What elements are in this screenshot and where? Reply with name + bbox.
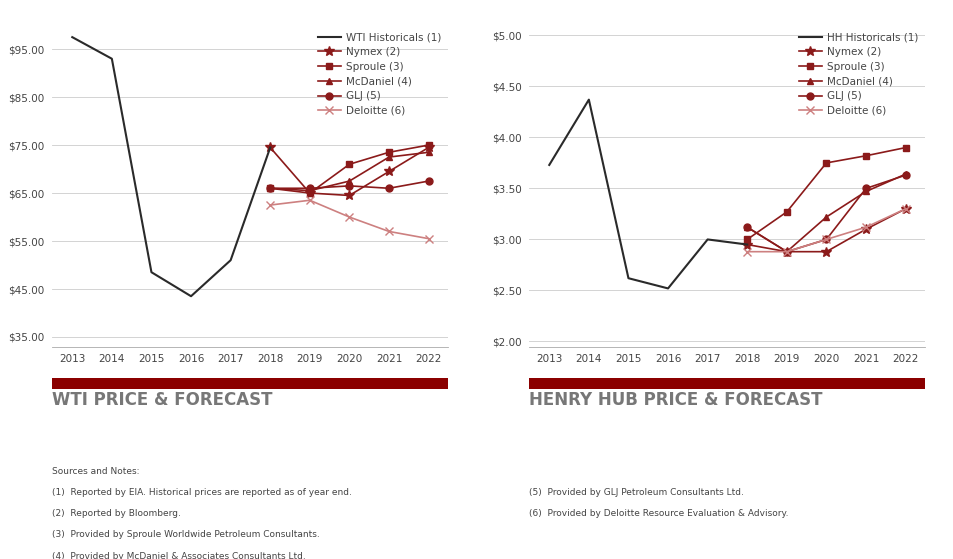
Text: HENRY HUB PRICE & FORECAST: HENRY HUB PRICE & FORECAST [529,391,822,409]
Text: WTI PRICE & FORECAST: WTI PRICE & FORECAST [52,391,273,409]
Text: (2)  Reported by Bloomberg.: (2) Reported by Bloomberg. [52,509,181,518]
Text: (3)  Provided by Sproule Worldwide Petroleum Consultants.: (3) Provided by Sproule Worldwide Petrol… [52,530,320,539]
Text: (1)  Reported by EIA. Historical prices are reported as of year end.: (1) Reported by EIA. Historical prices a… [52,488,352,497]
Legend: WTI Historicals (1), Nymex (2), Sproule (3), McDaniel (4), GLJ (5), Deloitte (6): WTI Historicals (1), Nymex (2), Sproule … [314,29,445,120]
Text: Sources and Notes:: Sources and Notes: [52,467,140,476]
Legend: HH Historicals (1), Nymex (2), Sproule (3), McDaniel (4), GLJ (5), Deloitte (6): HH Historicals (1), Nymex (2), Sproule (… [794,29,922,120]
Text: (4)  Provided by McDaniel & Associates Consultants Ltd.: (4) Provided by McDaniel & Associates Co… [52,552,306,559]
Text: (5)  Provided by GLJ Petroleum Consultants Ltd.: (5) Provided by GLJ Petroleum Consultant… [529,488,743,497]
Text: (6)  Provided by Deloitte Resource Evaluation & Advisory.: (6) Provided by Deloitte Resource Evalua… [529,509,788,518]
